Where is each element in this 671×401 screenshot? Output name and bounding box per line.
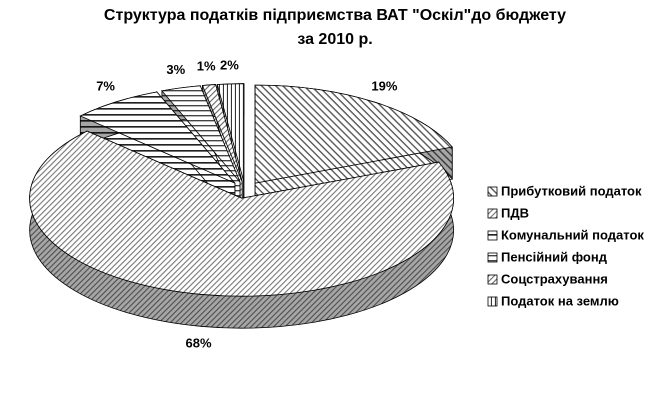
slice (216, 83, 245, 182)
legend-label: Соцстрахування (501, 271, 608, 286)
legend: Прибутковий податок ПДВ Комунальний подато… (487, 183, 644, 308)
data-label: 2% (220, 57, 239, 72)
legend-swatch (487, 230, 498, 241)
legend-label: Комунальний податок (501, 227, 644, 242)
data-label: 3% (166, 62, 185, 77)
legend-swatch (487, 274, 498, 285)
chart-title: за 2010 р. (297, 31, 372, 48)
chart-title: Структура податків підприємства ВАТ "Оск… (104, 7, 566, 24)
pie: 19% 68% 7% 3% 1% 2% (29, 57, 454, 351)
legend-swatch (487, 208, 498, 219)
data-label: 68% (186, 336, 212, 351)
data-label: 1% (197, 59, 216, 74)
slice (161, 85, 241, 183)
data-label: 19% (371, 79, 397, 94)
legend-label: Прибутковий податок (501, 183, 642, 198)
slice-group (29, 130, 454, 329)
legend-label: ПДВ (501, 205, 529, 220)
legend-swatch (487, 252, 498, 263)
data-label: 7% (96, 79, 115, 94)
slice (254, 84, 453, 184)
legend-swatch (487, 296, 498, 307)
legend-label: Податок на землю (501, 293, 619, 308)
legend-swatch (487, 186, 498, 197)
slice (201, 84, 243, 182)
slice (79, 91, 236, 184)
legend-label: Пенсійний фонд (501, 249, 608, 264)
slice (29, 130, 454, 297)
